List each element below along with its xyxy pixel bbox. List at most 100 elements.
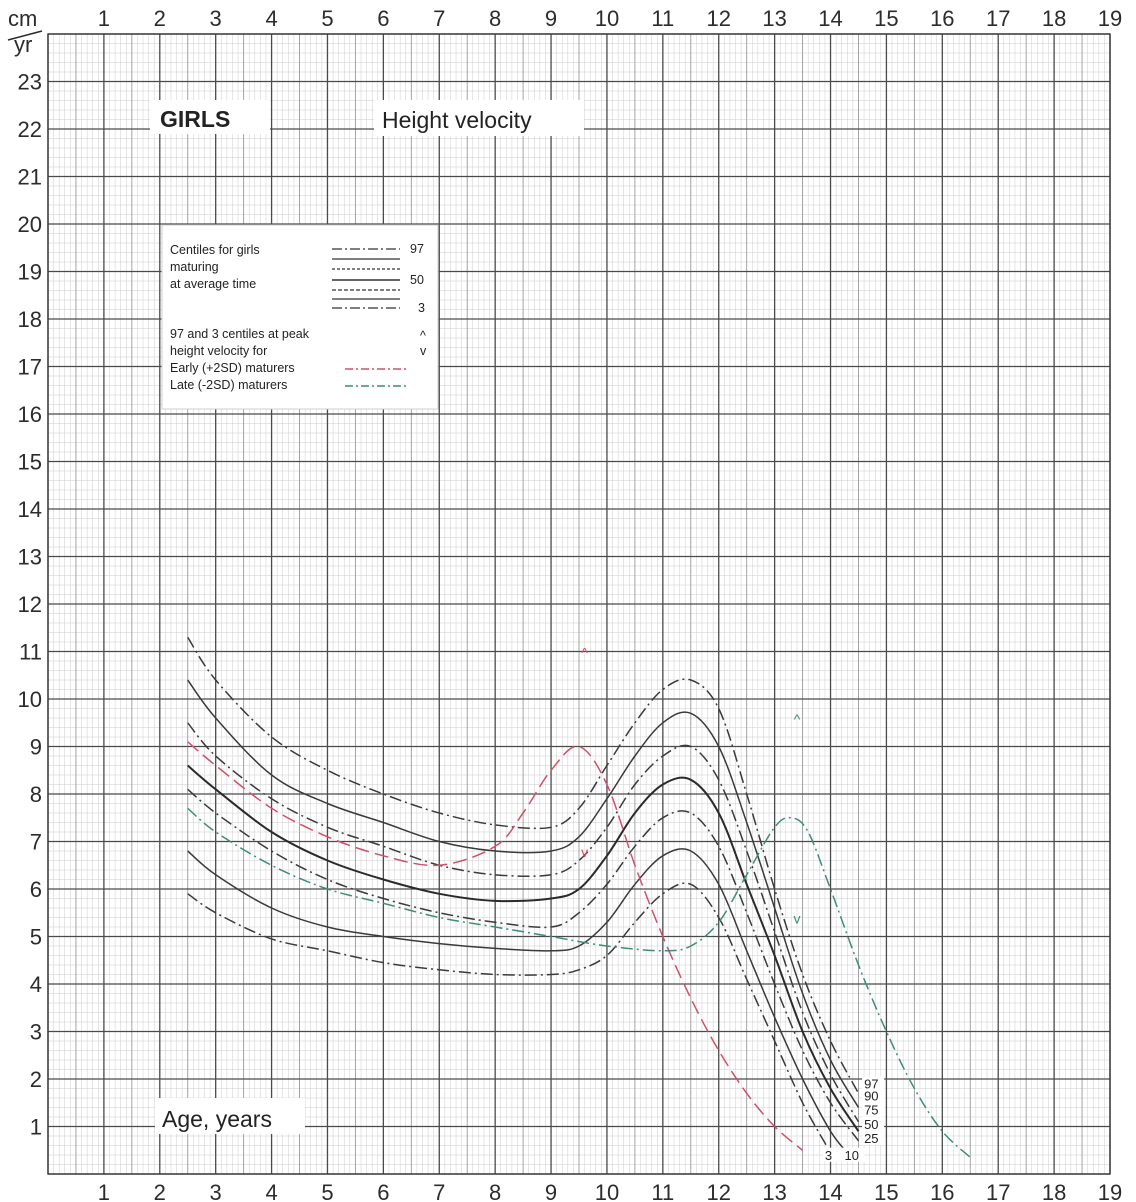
centile-end-label: 97 (864, 1077, 878, 1092)
x-tick-label-top: 7 (433, 6, 445, 31)
centile-end-label: 10 (845, 1148, 859, 1163)
y-tick-label: 3 (30, 1020, 42, 1045)
y-tick-label: 12 (18, 592, 42, 617)
x-tick-label-bottom: 6 (377, 1180, 389, 1202)
x-tick-label-top: 4 (265, 6, 277, 31)
series-line-25 (187, 788, 860, 1142)
x-tick-label-bottom: 14 (818, 1180, 842, 1202)
y-tick-label: 17 (18, 355, 42, 380)
x-tick-label-top: 10 (595, 6, 619, 31)
legend-up-mark: ^ (420, 329, 426, 343)
y-tick-label: 11 (19, 640, 42, 665)
x-tick-label-bottom: 1 (98, 1180, 110, 1202)
x-tick-label-bottom: 7 (433, 1180, 445, 1202)
y-unit-bottom: yr (14, 32, 32, 57)
y-tick-label: 9 (30, 735, 42, 760)
y-tick-label: 6 (30, 877, 42, 902)
y-tick-label: 4 (30, 972, 42, 997)
centile-end-label: 75 (864, 1103, 878, 1118)
series-line-50 (187, 764, 860, 1132)
legend-peak-line-2: height velocity for (170, 344, 267, 358)
x-tick-label-bottom: 19 (1098, 1180, 1122, 1202)
series-line-10 (187, 848, 848, 1154)
x-tick-label-bottom: 16 (930, 1180, 954, 1202)
y-tick-label: 10 (18, 687, 42, 712)
y-tick-label: 13 (18, 545, 42, 570)
peak-marker: ^ (581, 645, 588, 661)
x-tick-label-top: 9 (545, 6, 557, 31)
legend-label-97: 97 (410, 242, 424, 256)
centile-end-label: 25 (864, 1131, 878, 1146)
peak-marker: v (793, 911, 800, 927)
legend-line-1: Centiles for girls (170, 243, 260, 257)
series-line-3 (187, 882, 832, 1153)
x-tick-label-top: 11 (651, 6, 674, 31)
centile-end-label: 90 (864, 1088, 878, 1103)
legend-line-2: maturing (170, 260, 219, 274)
x-tick-label-top: 6 (377, 6, 389, 31)
legend-box: Centiles for girls maturing at average t… (161, 224, 439, 410)
centile-label-bg (822, 1147, 845, 1162)
centile-label-bg (842, 1147, 865, 1162)
x-tick-label-bottom: 2 (154, 1180, 166, 1202)
x-label-bg (155, 1098, 305, 1134)
legend-label-3: 3 (418, 301, 425, 315)
legend-late: Late (-2SD) maturers (170, 378, 287, 392)
x-tick-label-top: 8 (489, 6, 501, 31)
centile-series (187, 636, 971, 1158)
x-tick-label-bottom: 9 (545, 1180, 557, 1202)
series-line-90 (187, 679, 860, 1108)
series-line-75 (187, 722, 860, 1123)
y-tick-label: 18 (18, 307, 42, 332)
x-tick-label-bottom: 13 (762, 1180, 786, 1202)
peak-marker: ^ (794, 711, 801, 727)
y-tick-label: 22 (18, 117, 42, 142)
centile-label-bg (862, 1131, 885, 1146)
y-tick-label: 21 (18, 165, 42, 190)
x-tick-label-bottom: 17 (986, 1180, 1010, 1202)
x-tick-label-top: 19 (1098, 6, 1122, 31)
y-unit-divider (7, 30, 43, 41)
y-tick-label: 8 (30, 782, 42, 807)
y-tick-label: 16 (18, 402, 42, 427)
x-tick-label-bottom: 11 (651, 1180, 674, 1202)
legend-label-50: 50 (410, 273, 424, 287)
x-tick-label-top: 12 (706, 6, 730, 31)
x-tick-label-bottom: 5 (321, 1180, 333, 1202)
y-tick-label: 14 (18, 497, 42, 522)
y-tick-label: 7 (30, 830, 42, 855)
x-tick-label-top: 16 (930, 6, 954, 31)
y-unit-top: cm (8, 6, 37, 31)
legend-down-mark: v (420, 344, 427, 358)
x-axis-label: Age, years (162, 1106, 272, 1132)
centile-label-bg (862, 1088, 885, 1103)
x-tick-label-top: 5 (321, 6, 333, 31)
x-tick-label-bottom: 18 (1042, 1180, 1066, 1202)
x-tick-label-bottom: 8 (489, 1180, 501, 1202)
peak-marker: v (581, 844, 588, 860)
subtitle-bg (374, 100, 584, 136)
centile-label-bg (862, 1102, 885, 1117)
axis-ticks: 1122334455667788991010111112121313141415… (18, 6, 1123, 1202)
y-tick-label: 20 (18, 212, 42, 237)
centile-label-bg (862, 1076, 885, 1091)
x-tick-label-top: 17 (986, 6, 1010, 31)
peak-markers: ^ v ^ v (581, 645, 801, 927)
centile-end-label: 50 (864, 1117, 878, 1132)
x-tick-label-top: 14 (818, 6, 842, 31)
legend-early: Early (+2SD) maturers (170, 361, 295, 375)
legend-peak-line-1: 97 and 3 centiles at peak (170, 327, 310, 341)
y-tick-label: 5 (30, 925, 42, 950)
x-tick-label-top: 3 (210, 6, 222, 31)
y-tick-label: 19 (18, 260, 42, 285)
x-tick-label-bottom: 10 (595, 1180, 619, 1202)
series-line-early (187, 741, 804, 1151)
legend-line-3: at average time (170, 277, 256, 291)
series-line-97 (187, 636, 860, 1094)
x-tick-label-bottom: 12 (706, 1180, 730, 1202)
y-tick-label: 1 (30, 1115, 42, 1140)
x-tick-label-bottom: 3 (210, 1180, 222, 1202)
plot-frame (47, 33, 1111, 1175)
